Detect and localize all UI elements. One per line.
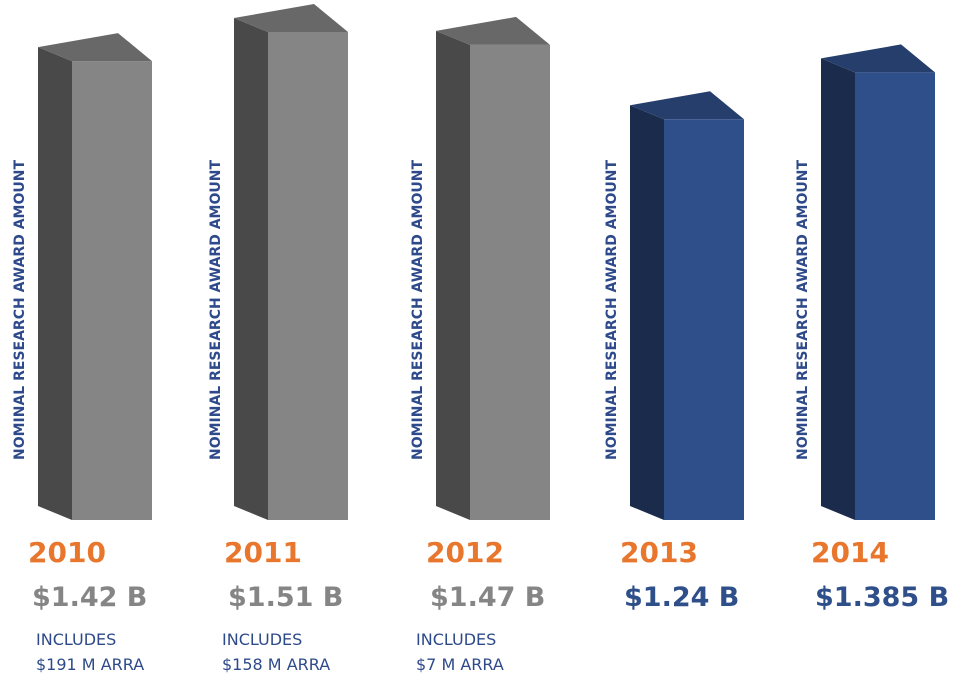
bar-top (38, 33, 152, 62)
bar-side (234, 18, 268, 520)
axis-label: NOMINAL RESEARCH AWARD AMOUNT (410, 160, 426, 460)
bar-side (436, 30, 470, 520)
bar (855, 72, 935, 521)
value-label: $1.51 B (228, 582, 343, 613)
category-label: 2013 (620, 536, 698, 569)
bar-side (821, 58, 855, 521)
note: $7 M ARRA (416, 655, 504, 674)
note: $191 M ARRA (36, 655, 144, 674)
note: INCLUDES (222, 630, 302, 649)
bar-top (821, 44, 935, 73)
axis-label: NOMINAL RESEARCH AWARD AMOUNT (795, 160, 811, 460)
bar (72, 61, 152, 521)
bar (664, 119, 744, 521)
note: $158 M ARRA (222, 655, 330, 674)
axis-label: NOMINAL RESEARCH AWARD AMOUNT (12, 160, 28, 460)
note: INCLUDES (36, 630, 116, 649)
note: INCLUDES (416, 630, 496, 649)
value-label: $1.47 B (430, 582, 545, 613)
axis-label: NOMINAL RESEARCH AWARD AMOUNT (604, 160, 620, 460)
category-label: 2011 (224, 536, 302, 569)
bar-side (630, 105, 664, 521)
bar-top (630, 91, 744, 120)
bar-side (38, 47, 72, 521)
value-label: $1.42 B (32, 582, 147, 613)
bar (268, 32, 348, 520)
category-label: 2012 (426, 536, 504, 569)
axis-label: NOMINAL RESEARCH AWARD AMOUNT (208, 160, 224, 460)
bar-top (234, 4, 348, 32)
bar (470, 44, 550, 520)
value-label: $1.24 B (624, 582, 739, 613)
bar-top (436, 16, 550, 45)
category-label: 2014 (811, 536, 889, 569)
category-label: 2010 (28, 536, 106, 569)
value-label: $1.385 B (815, 582, 949, 613)
